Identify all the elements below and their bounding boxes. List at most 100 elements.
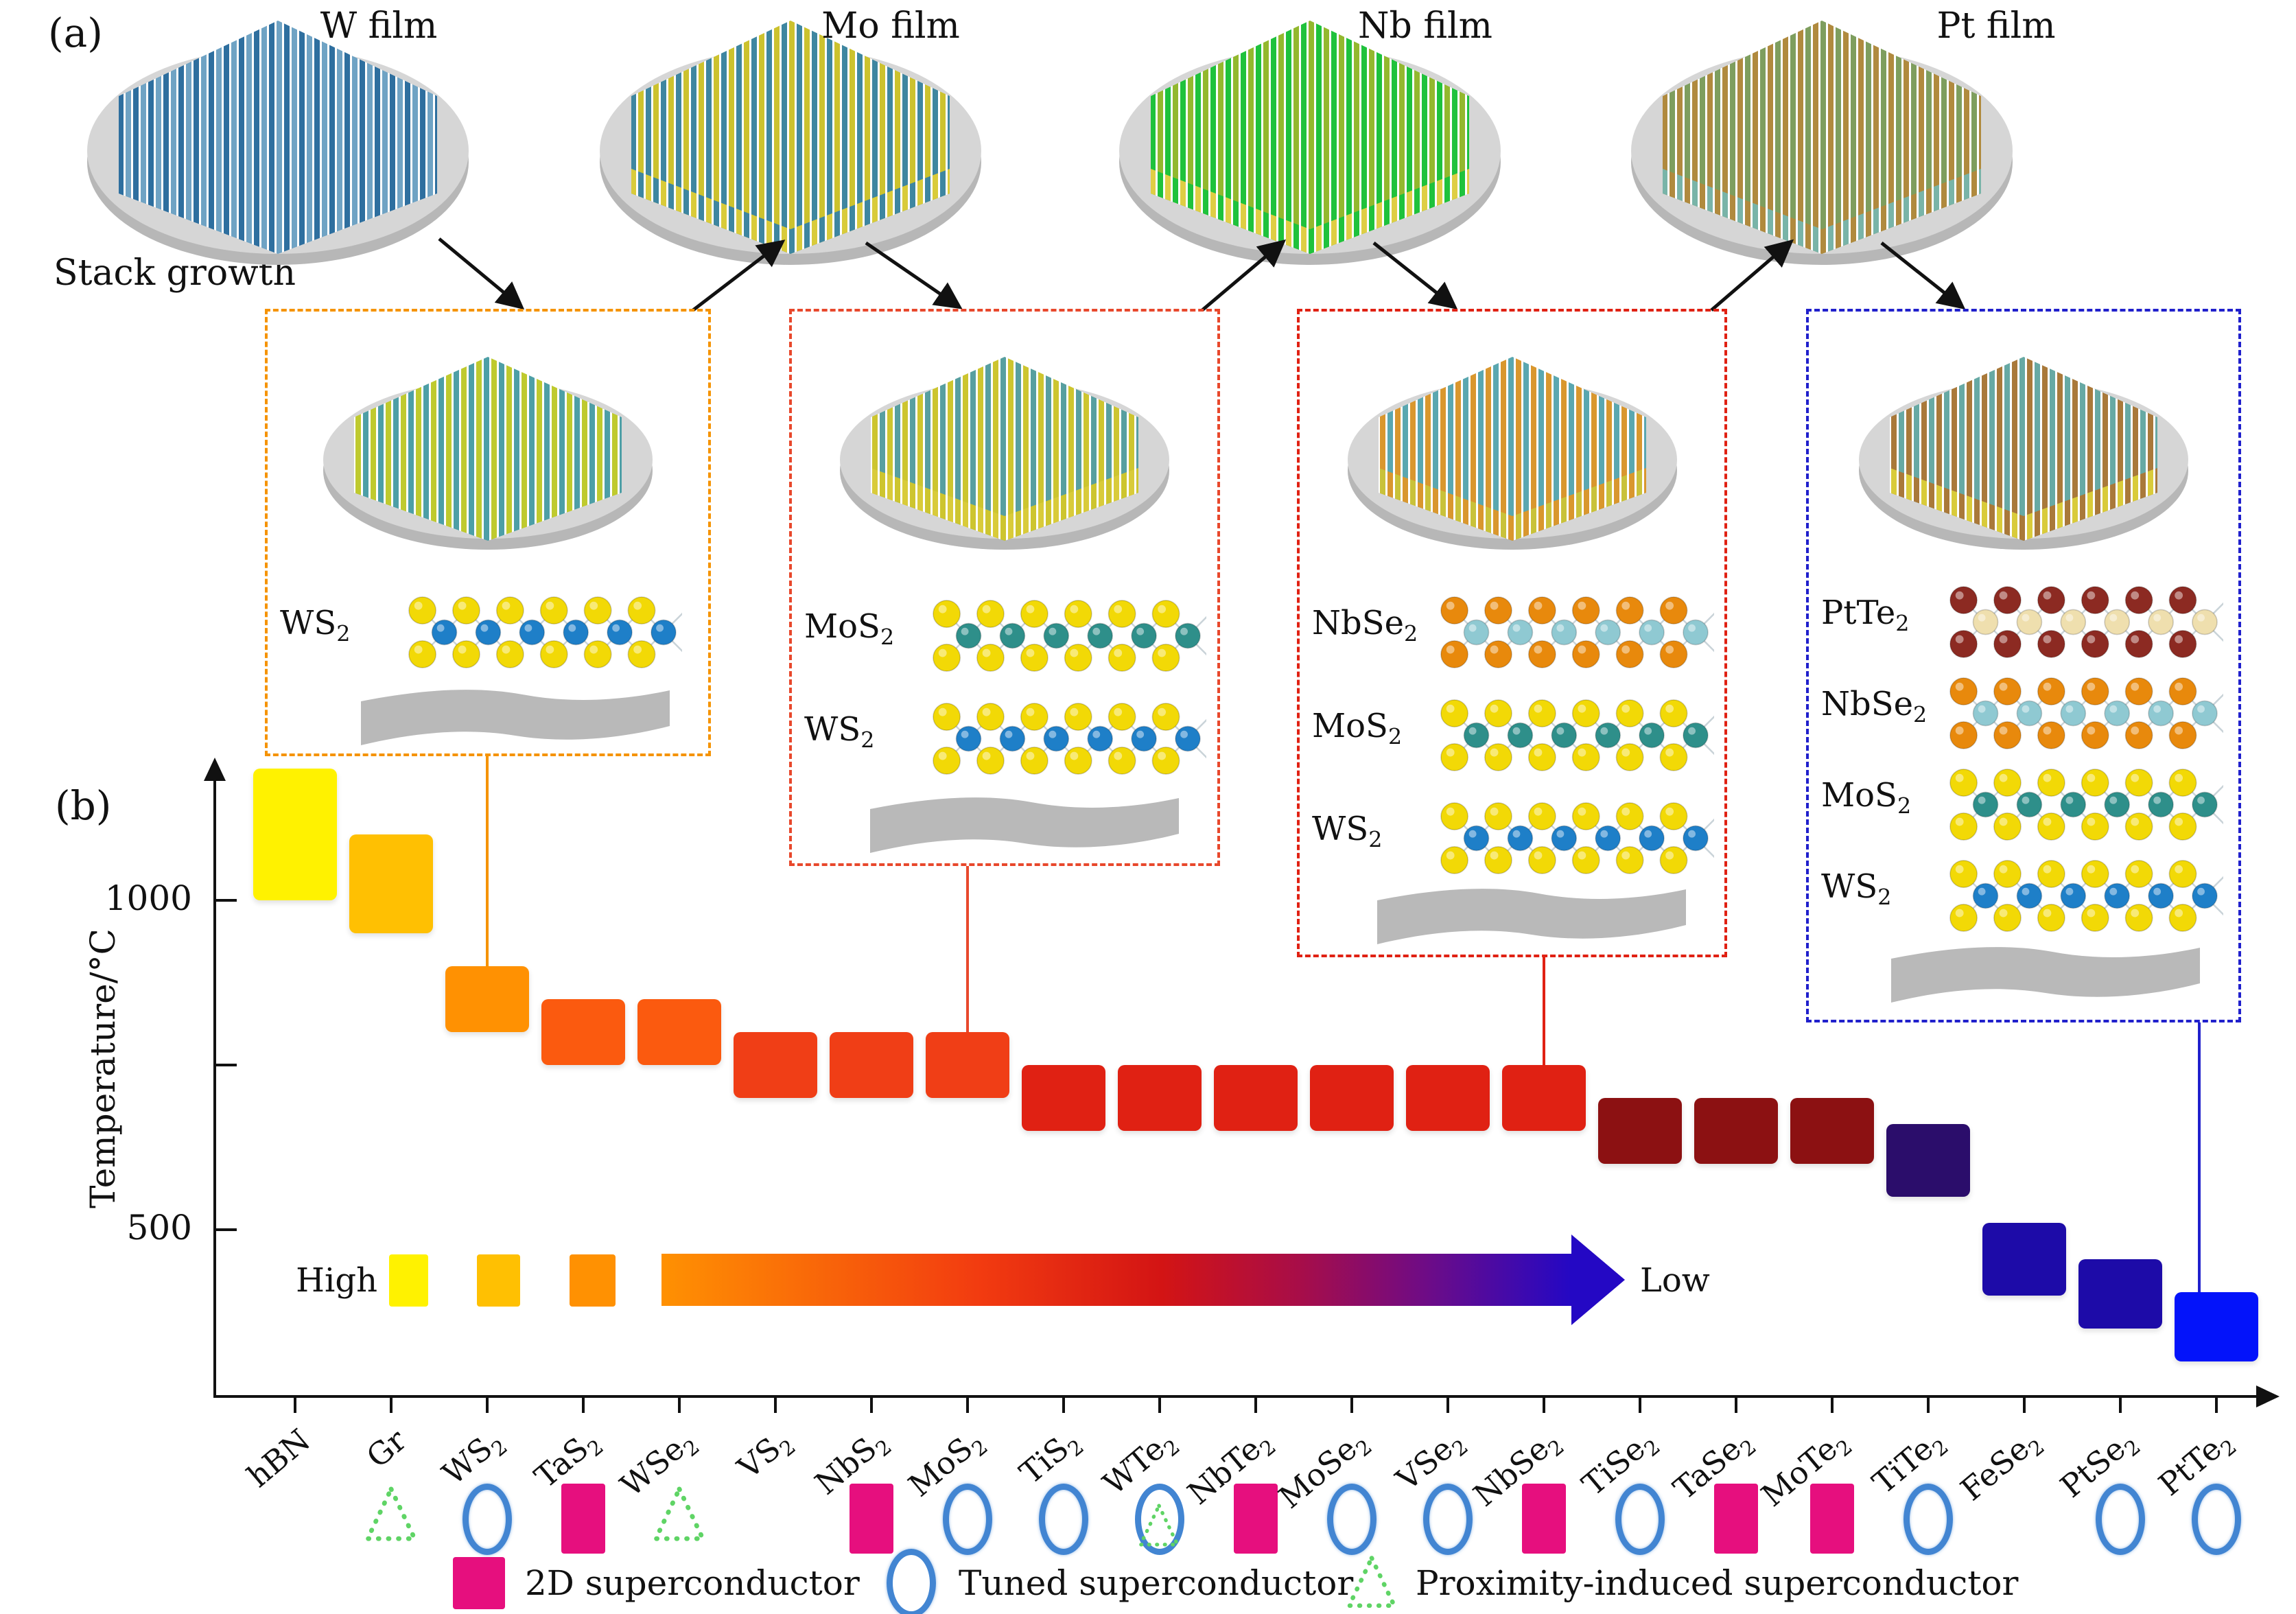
gradient-swatch-2 <box>477 1254 520 1307</box>
temp-square-VSe2 <box>1406 1065 1490 1131</box>
stack-box-4 <box>1806 309 2241 1022</box>
film-label: Mo film <box>821 5 960 47</box>
x-tick <box>2023 1398 2026 1413</box>
x-tick <box>1735 1398 1737 1413</box>
temp-square-MoS2 <box>926 1032 1009 1098</box>
temp-square-PtTe2 <box>2175 1292 2258 1361</box>
film-label: W film <box>320 5 438 47</box>
temp-square-TiTe2 <box>1886 1124 1970 1197</box>
gradient-swatch-3 <box>570 1254 616 1307</box>
x-tick <box>966 1398 969 1413</box>
x-tick <box>1254 1398 1257 1413</box>
marker-circle-PtSe2 <box>2096 1484 2145 1555</box>
film-wafer-3 <box>1104 7 1516 302</box>
film-wafer-2 <box>585 7 996 302</box>
stack-box-1-wafer <box>309 343 666 576</box>
marker-square-NbS2 <box>850 1484 893 1554</box>
x-tick <box>1350 1398 1353 1413</box>
y-tick-label: 500 <box>126 1208 192 1248</box>
legend-label-1: 2D superconductor <box>525 1563 860 1603</box>
marker-square-NbTe2 <box>1234 1484 1278 1554</box>
layer-structure <box>406 590 686 677</box>
temp-square-Gr <box>349 834 433 933</box>
x-tick <box>1446 1398 1449 1413</box>
panel-b-label: (b) <box>55 782 112 829</box>
stack-box-2-wafer <box>826 343 1183 576</box>
temp-square-NbS2 <box>830 1032 913 1098</box>
temp-square-TiS2 <box>1022 1065 1105 1131</box>
marker-circle-TiTe2 <box>1903 1484 1953 1555</box>
temp-square-WSe2 <box>637 999 721 1065</box>
stack-box-4-wafer <box>1845 343 2202 576</box>
x-tick <box>774 1398 777 1413</box>
layer-label: WS2 <box>804 710 875 753</box>
temp-square-PtSe2 <box>2078 1259 2162 1329</box>
temp-square-hBN <box>253 769 337 900</box>
marker-square-NbSe2 <box>1522 1484 1566 1554</box>
layer-structure <box>1947 762 2227 850</box>
layer-structure <box>1438 796 1718 883</box>
temp-square-TaSe2 <box>1694 1098 1778 1164</box>
film-label: Pt film <box>1936 5 2056 47</box>
film-wafer-1 <box>72 7 484 302</box>
temp-square-TiSe2 <box>1598 1098 1682 1164</box>
layer-label: NbSe2 <box>1821 685 1928 728</box>
temp-square-NbTe2 <box>1214 1065 1298 1131</box>
temp-square-TaS2 <box>541 999 625 1065</box>
gradient-arrowhead-icon <box>1571 1235 1625 1325</box>
x-axis <box>213 1395 2258 1398</box>
marker-circle-TiS2 <box>1039 1484 1088 1555</box>
y-tick <box>215 899 237 902</box>
y-tick-label: 1000 <box>104 878 192 918</box>
marker-square-MoTe2 <box>1810 1484 1854 1554</box>
x-tick <box>2215 1398 2218 1413</box>
marker-circle-TiSe2 <box>1615 1484 1665 1555</box>
stack-box-1 <box>265 309 711 756</box>
marker-triangle-WSe2 <box>651 1484 708 1547</box>
x-tick <box>870 1398 873 1413</box>
marker-square-TaSe2 <box>1714 1484 1758 1554</box>
x-tick <box>582 1398 585 1413</box>
x-tick <box>1543 1398 1545 1413</box>
legend-icon-circle <box>887 1549 936 1614</box>
layer-label: WS2 <box>1312 810 1383 853</box>
marker-circle-MoSe2 <box>1327 1484 1377 1555</box>
temp-square-WTe2 <box>1118 1065 1202 1131</box>
gradient-swatch-1 <box>389 1254 428 1307</box>
substrate-wave <box>870 794 1179 860</box>
x-tick <box>1062 1398 1065 1413</box>
x-tick <box>486 1398 489 1413</box>
gradient-high-label: High <box>296 1261 377 1300</box>
stack-box-3 <box>1297 309 1727 957</box>
legend-icon-square <box>453 1552 505 1614</box>
gradient-low-label: Low <box>1640 1261 1710 1300</box>
temp-square-MoTe2 <box>1790 1098 1874 1164</box>
x-tick <box>1639 1398 1641 1413</box>
marker-triangle-Gr <box>362 1484 420 1547</box>
legend-label-3: Proximity-induced superconductor <box>1416 1563 2019 1603</box>
connector-line-1 <box>486 756 489 966</box>
film-wafer-4 <box>1616 7 2028 302</box>
x-tick <box>1927 1398 1930 1413</box>
layer-label: WS2 <box>1821 867 1892 911</box>
y-axis <box>213 779 216 1396</box>
connector-line-2 <box>966 866 969 1032</box>
layer-structure <box>930 594 1210 681</box>
layer-structure <box>1947 580 2227 667</box>
stack-box-2 <box>789 309 1220 866</box>
film-label: Nb film <box>1358 5 1492 47</box>
layer-structure <box>1947 671 2227 758</box>
layer-label: MoS2 <box>1312 707 1403 750</box>
x-tick <box>1831 1398 1834 1413</box>
layer-label: MoS2 <box>1821 776 1912 819</box>
layer-structure <box>1438 590 1718 677</box>
x-tick <box>1158 1398 1161 1413</box>
marker-circle-WS2 <box>462 1484 512 1555</box>
substrate-wave <box>1891 944 2200 1009</box>
x-tick <box>678 1398 681 1413</box>
layer-structure <box>1438 693 1718 780</box>
legend-label-2: Tuned superconductor <box>959 1563 1354 1603</box>
legend-icon-triangle <box>1344 1552 1400 1614</box>
